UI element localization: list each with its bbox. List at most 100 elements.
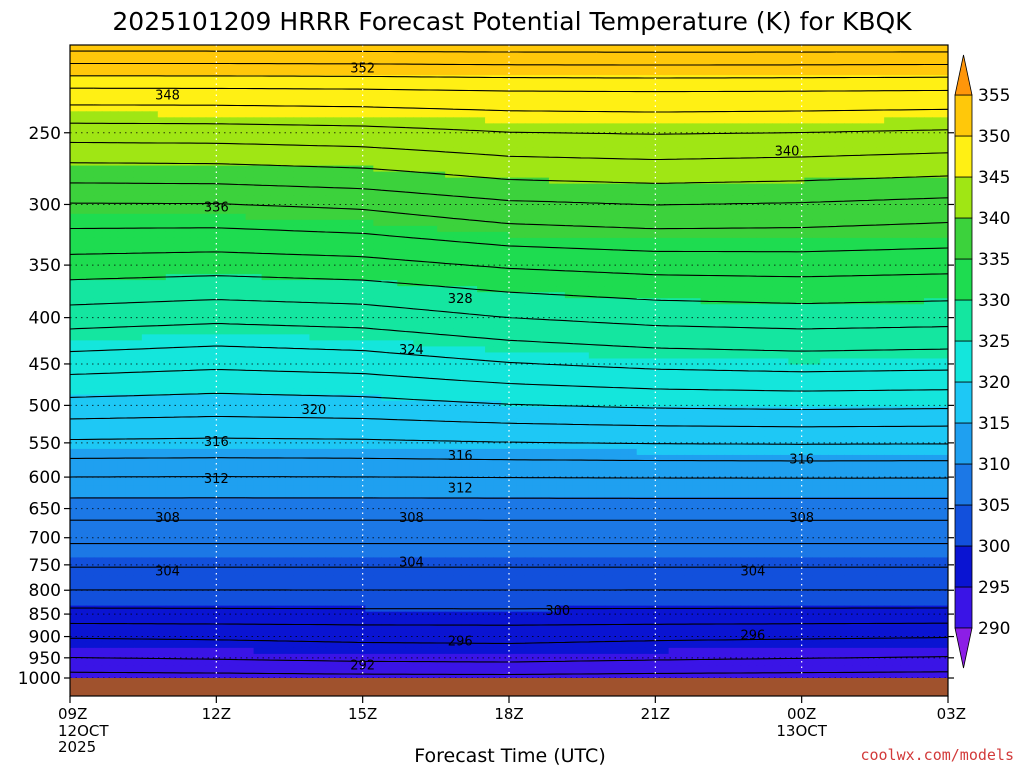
field-cell (932, 268, 941, 275)
field-cell (101, 219, 111, 227)
field-cell (461, 105, 470, 112)
field-cell (477, 213, 486, 221)
field-cell (820, 51, 829, 58)
field-cell (836, 310, 845, 317)
field-cell (860, 117, 869, 124)
field-cell (788, 105, 797, 112)
field-cell (461, 225, 470, 233)
field-cell (309, 177, 319, 185)
field-cell (908, 310, 917, 317)
field-cell (828, 274, 837, 281)
field-cell (165, 268, 175, 275)
field-cell (253, 75, 263, 82)
field-cell (213, 45, 223, 52)
field-cell (892, 292, 901, 299)
field-cell (884, 195, 893, 203)
field-cell (213, 165, 223, 173)
field-cell (237, 105, 247, 112)
field-cell (421, 316, 430, 323)
field-cell (461, 123, 470, 130)
field-cell (836, 280, 845, 287)
field-cell (676, 298, 686, 305)
field-cell (197, 141, 207, 149)
field-cell (317, 177, 327, 185)
field-cell (245, 135, 255, 143)
field-cell (509, 51, 518, 58)
field-cell (77, 207, 87, 215)
field-cell (173, 195, 183, 203)
field-cell (780, 63, 789, 70)
field-cell (932, 81, 941, 88)
field-cell (285, 45, 295, 52)
field-cell (453, 153, 462, 161)
field-cell (365, 183, 374, 191)
field-cell (652, 171, 662, 179)
field-cell (285, 51, 295, 58)
field-cell (724, 105, 734, 112)
field-cell (493, 310, 502, 317)
field-cell (357, 292, 366, 299)
field-cell (700, 153, 710, 161)
field-cell (325, 237, 334, 245)
field-cell (317, 51, 327, 58)
field-cell (524, 262, 534, 269)
field-cell (572, 165, 582, 173)
field-cell (405, 298, 414, 305)
field-cell (253, 111, 263, 118)
field-cell (293, 249, 303, 257)
field-cell (612, 177, 622, 185)
field-cell (916, 274, 925, 281)
field-cell (493, 268, 502, 275)
field-cell (229, 201, 239, 209)
field-cell (85, 195, 95, 203)
field-cell (357, 219, 366, 227)
field-cell (485, 298, 494, 305)
field-cell (325, 274, 334, 281)
field-cell (820, 298, 829, 305)
field-cell (309, 99, 319, 106)
field-cell (740, 225, 750, 233)
field-cell (133, 207, 143, 215)
field-cell (892, 237, 901, 245)
field-cell (748, 57, 758, 64)
field-cell (373, 69, 382, 76)
field-cell (501, 159, 510, 167)
field-cell (221, 207, 231, 215)
field-cell (860, 141, 869, 149)
field-cell (628, 225, 638, 233)
field-cell (668, 45, 678, 52)
field-cell (804, 75, 813, 82)
field-cell (157, 280, 167, 287)
field-cell (700, 268, 710, 275)
field-cell (389, 243, 398, 251)
field-cell (157, 153, 167, 161)
field-cell (221, 213, 231, 221)
field-cell (333, 63, 342, 70)
field-cell (628, 237, 638, 245)
field-cell (453, 159, 462, 167)
field-cell (109, 75, 119, 82)
field-cell (509, 117, 518, 124)
field-cell (189, 117, 199, 124)
field-cell (636, 165, 646, 173)
field-cell (556, 274, 566, 281)
field-cell (828, 189, 837, 197)
field-cell (181, 304, 191, 311)
field-cell (916, 75, 925, 82)
field-cell (501, 189, 510, 197)
field-cell (748, 189, 758, 197)
field-cell (644, 219, 654, 227)
field-cell (636, 87, 646, 94)
field-cell (788, 219, 797, 227)
field-cell (916, 51, 925, 58)
field-cell (540, 207, 550, 215)
field-cell (149, 256, 159, 263)
field-cell (844, 63, 853, 70)
field-cell (676, 231, 686, 239)
field-cell (812, 225, 821, 233)
field-cell (333, 286, 342, 293)
field-cell (916, 268, 925, 275)
field-cell (772, 274, 781, 281)
field-cell (157, 75, 167, 82)
field-cell (764, 141, 773, 149)
